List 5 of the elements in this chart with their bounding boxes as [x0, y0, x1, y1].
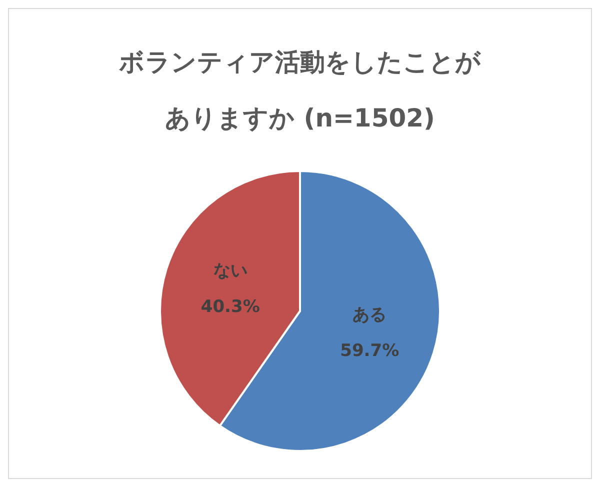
data-label: 40.3% — [200, 297, 260, 318]
data-label: 59.7% — [340, 340, 400, 361]
chart-title: ボランティア活動をしたことがありますか (n=1502) — [118, 48, 481, 132]
slice-label: ある — [352, 304, 387, 325]
slice-label: ない — [213, 261, 248, 282]
